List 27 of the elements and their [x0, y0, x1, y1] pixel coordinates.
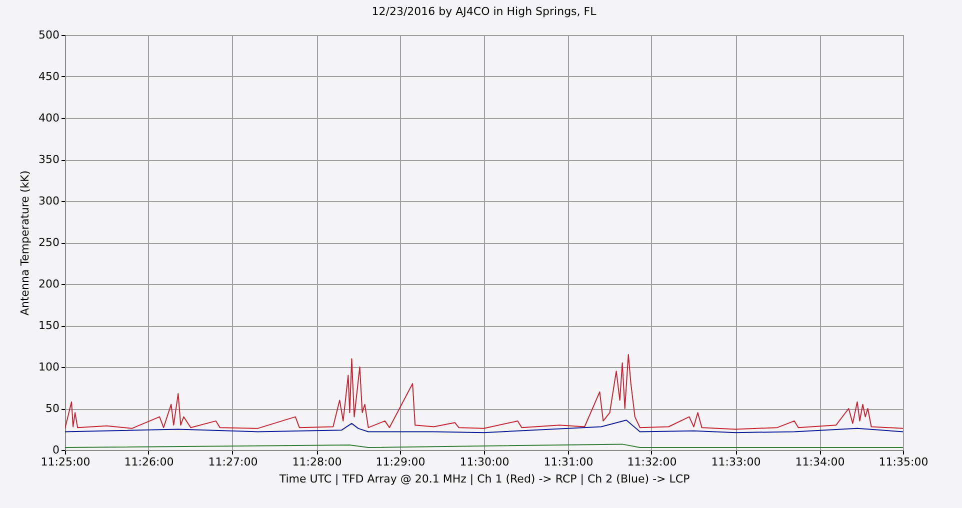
chart-title: 12/23/2016 by AJ4CO in High Springs, FL	[372, 5, 598, 18]
x-tick-label: 11:27:00	[208, 456, 258, 468]
y-tick-label: 250	[38, 236, 60, 249]
x-tick-label: 11:28:00	[292, 456, 342, 468]
y-tick-label: 50	[46, 402, 60, 415]
line-series	[65, 420, 903, 434]
x-tick-label: 11:26:00	[124, 456, 174, 468]
x-tick-label: 11:30:00	[460, 456, 510, 468]
x-tick-label: 11:35:00	[878, 456, 928, 468]
x-tick-label: 11:25:00	[40, 456, 90, 468]
x-tick-label: 11:32:00	[627, 456, 677, 468]
y-tick-label: 350	[38, 153, 60, 166]
x-axis-title: Time UTC | TFD Array @ 20.1 MHz | Ch 1 (Red) -> RCP | Ch 2 (Blue) -> LCP	[278, 472, 690, 486]
y-axis-title: Antenna Temperature (kK)	[18, 170, 32, 316]
x-tick-label: 11:34:00	[795, 456, 845, 468]
y-tick-label: 400	[38, 112, 60, 124]
y-tick-label: 500	[38, 28, 60, 42]
y-tick-label: 300	[38, 194, 60, 208]
y-tick-label: 150	[38, 319, 60, 332]
y-tick-label: 450	[38, 70, 60, 83]
y-tick-label: 0	[52, 444, 60, 456]
line-series	[65, 354, 903, 430]
x-tick-label: 11:29:00	[376, 456, 426, 468]
x-tick-label: 11:31:00	[544, 456, 594, 468]
y-tick-label: 200	[38, 278, 60, 290]
x-tick-label: 11:33:00	[711, 456, 761, 468]
y-tick-label: 100	[38, 360, 60, 374]
